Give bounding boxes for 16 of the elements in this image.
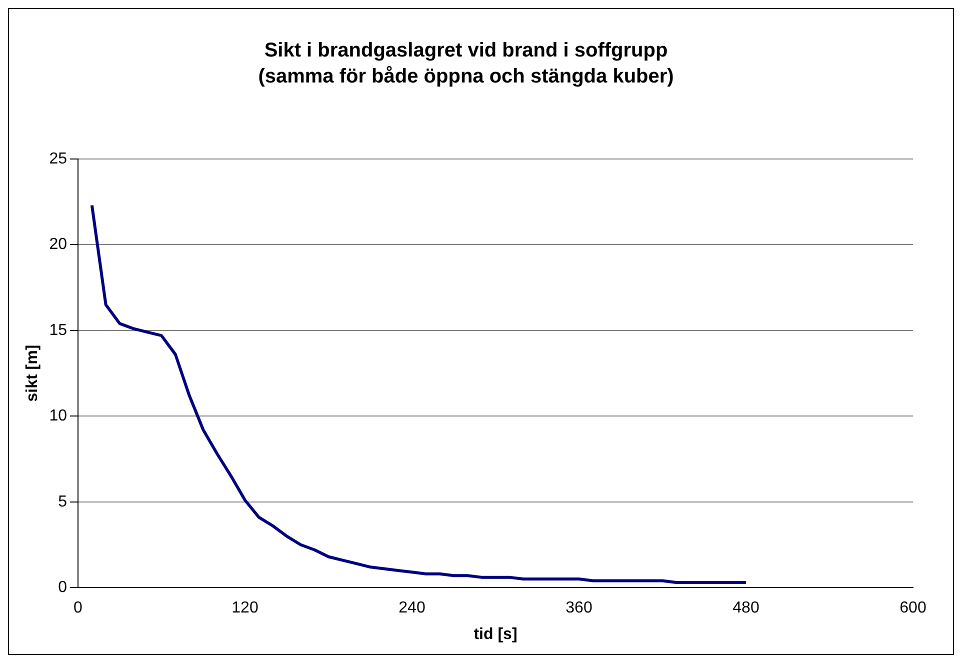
x-axis-title: tid [s] xyxy=(474,626,518,643)
x-tick-label: 480 xyxy=(732,600,760,617)
y-tick-label: 15 xyxy=(49,322,68,339)
y-tick-label: 0 xyxy=(58,579,68,596)
x-tick-label: 120 xyxy=(232,600,258,617)
y-tick-label: 10 xyxy=(49,408,68,425)
chart-title: Sikt i brandgaslagret vid brand i soffgrupp xyxy=(264,40,668,62)
y-tick-label: 20 xyxy=(49,236,68,254)
x-tick-label: 240 xyxy=(398,600,426,617)
x-tick-label: 600 xyxy=(900,600,926,617)
y-tick-label: 5 xyxy=(58,493,68,510)
y-tick-label: 25 xyxy=(49,150,68,168)
chart-subtitle: (samma för både öppna och stängda kuber) xyxy=(258,66,674,88)
x-tick-label: 0 xyxy=(74,600,83,617)
x-tick-label: 360 xyxy=(566,600,592,617)
y-axis-title: sikt [m] xyxy=(24,344,42,402)
